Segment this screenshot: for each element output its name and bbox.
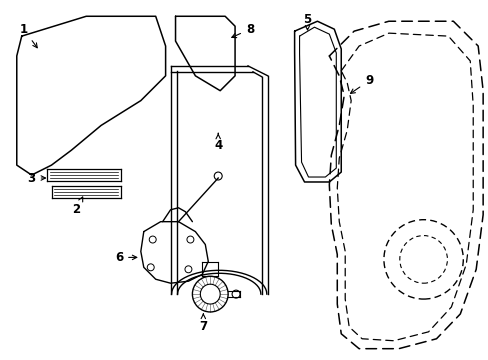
Text: 3: 3 — [27, 171, 45, 185]
Text: 6: 6 — [115, 251, 137, 264]
Text: 2: 2 — [72, 197, 82, 216]
Text: 1: 1 — [20, 23, 37, 48]
Text: 8: 8 — [231, 23, 254, 37]
Text: 4: 4 — [214, 133, 222, 152]
Text: 7: 7 — [199, 314, 207, 333]
Text: 5: 5 — [303, 13, 311, 30]
Text: 9: 9 — [350, 74, 372, 93]
